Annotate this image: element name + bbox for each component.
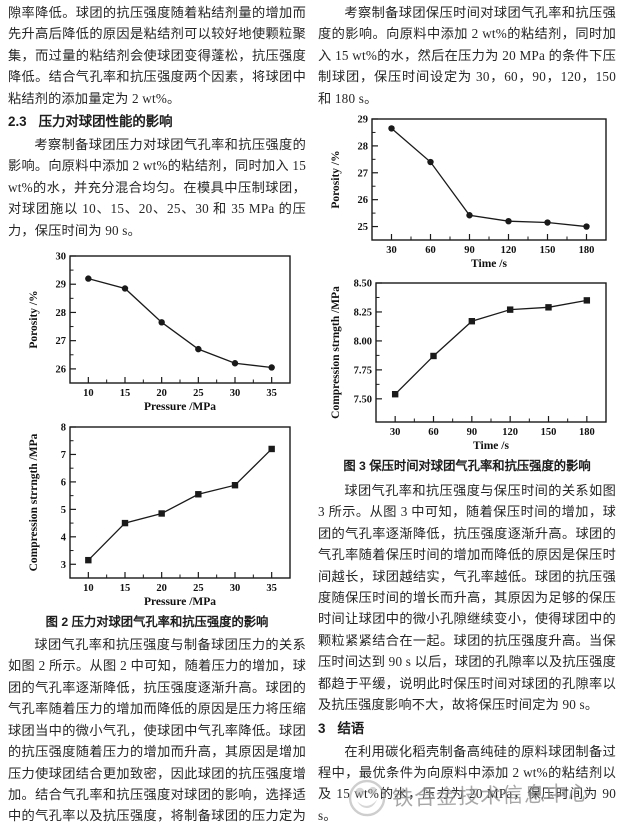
svg-text:25: 25 — [193, 388, 204, 399]
section-title: 压力对球团性能的影响 — [38, 114, 173, 130]
svg-text:26: 26 — [56, 364, 67, 375]
svg-text:90: 90 — [467, 427, 478, 438]
section-heading-2-3: 2.3 压力对球团性能的影响 — [8, 111, 306, 132]
svg-text:150: 150 — [541, 427, 557, 438]
svg-text:15: 15 — [120, 583, 131, 594]
svg-text:15: 15 — [120, 388, 131, 399]
svg-text:60: 60 — [428, 427, 439, 438]
svg-text:Pressure /MPa: Pressure /MPa — [144, 596, 216, 608]
svg-text:25: 25 — [358, 222, 369, 233]
svg-text:8.25: 8.25 — [354, 307, 372, 318]
paragraph-figure3-discussion: 球团气孔率和抗压强度与保压时间的关系如图 3 所示。从图 3 中可知，随着保压时… — [318, 483, 616, 713]
svg-text:30: 30 — [56, 252, 67, 263]
svg-text:5: 5 — [61, 505, 66, 516]
svg-text:Compression strrngth /MPa: Compression strrngth /MPa — [28, 433, 40, 571]
paragraph-pressure-method: 考察制备球团压力对球团气孔率和抗压强度的影响。向原料中添加 2 wt%的粘结剂，… — [8, 137, 306, 238]
svg-text:120: 120 — [501, 245, 517, 256]
svg-text:90: 90 — [464, 245, 475, 256]
figure-2b-strength-vs-pressure-chart: 10 15 20 25 30 35 3 4 5 6 7 8 Pressure /MPa Compressi… — [26, 420, 306, 610]
figure-2a-porosity-vs-pressure-chart: 10 15 20 25 30 35 26 27 28 29 30 Pressure /MPa Poros… — [26, 249, 306, 415]
svg-text:26: 26 — [358, 195, 369, 206]
svg-text:29: 29 — [56, 280, 67, 291]
svg-text:180: 180 — [579, 245, 595, 256]
svg-text:30: 30 — [386, 245, 397, 256]
svg-text:7.75: 7.75 — [354, 365, 372, 376]
svg-text:28: 28 — [56, 308, 67, 319]
svg-text:Compression strngth /MPa: Compression strngth /MPa — [330, 286, 342, 419]
svg-text:4: 4 — [61, 532, 67, 543]
paragraph-binder-conclusion: 隙率降低。球团的抗压强度随着粘结剂量的增加而先升高后降低的原因是粘结剂可以较好地… — [8, 5, 306, 106]
svg-text:Porosity /%: Porosity /% — [330, 150, 342, 208]
svg-text:30: 30 — [230, 583, 241, 594]
svg-text:30: 30 — [390, 427, 401, 438]
section-heading-3-conclusion: 3 结语 — [318, 718, 616, 739]
svg-text:Pressure /MPa: Pressure /MPa — [144, 401, 216, 413]
svg-text:7: 7 — [61, 450, 66, 461]
svg-text:27: 27 — [358, 168, 369, 179]
figure-2-caption: 图 2 压力对球团气孔率和抗压强度的影响 — [45, 615, 269, 630]
svg-text:120: 120 — [502, 427, 518, 438]
svg-text:30: 30 — [230, 388, 241, 399]
svg-text:10: 10 — [83, 583, 94, 594]
svg-text:150: 150 — [540, 245, 556, 256]
svg-text:10: 10 — [83, 388, 94, 399]
section-number: 2.3 — [8, 114, 27, 130]
svg-text:6: 6 — [61, 477, 66, 488]
svg-text:35: 35 — [266, 388, 277, 399]
svg-text:8.00: 8.00 — [354, 336, 372, 347]
svg-text:35: 35 — [266, 583, 277, 594]
paragraph-figure2-discussion: 球团气孔率和抗压强度与制备球团压力的关系如图 2 所示。从图 2 中可知，随着压… — [8, 637, 306, 822]
svg-text:20: 20 — [156, 583, 167, 594]
figure-3b-strength-vs-time-chart: 30 60 90 120 150 180 7.50 7.75 8.00 8.25 8.50 Time … — [328, 276, 616, 454]
svg-text:7.50: 7.50 — [354, 394, 372, 405]
svg-text:8.50: 8.50 — [354, 279, 372, 290]
svg-text:180: 180 — [579, 427, 595, 438]
section-title: 结语 — [337, 720, 365, 736]
svg-text:Time /s: Time /s — [473, 440, 509, 452]
svg-text:28: 28 — [358, 141, 369, 152]
svg-text:29: 29 — [358, 115, 369, 126]
svg-text:Porosity /%: Porosity /% — [28, 290, 40, 348]
figure-3a-porosity-vs-time-chart: 30 60 90 120 150 180 25 26 27 28 29 Time /s Porosity… — [328, 112, 616, 272]
left-column: 隙率降低。球团的抗压强度随着粘结剂量的增加而先升高后降低的原因是粘结剂可以较好地… — [8, 2, 306, 822]
figure-3-caption: 图 3 保压时间对球团气孔率和抗压强度的影响 — [343, 459, 591, 474]
svg-text:3: 3 — [61, 560, 66, 571]
svg-text:Time /s: Time /s — [471, 258, 507, 270]
svg-text:8: 8 — [61, 423, 66, 434]
section-number: 3 — [318, 720, 326, 736]
paragraph-conclusion: 在利用碳化稻壳制备高纯硅的原料球团制备过程中，最优条件为向原料中添加 2 wt%… — [318, 743, 616, 822]
svg-text:60: 60 — [425, 245, 436, 256]
right-column: 考察制备球团保压时间对球团气孔率和抗压强度的影响。向原料中添加 2 wt%的粘结… — [318, 2, 616, 822]
svg-text:20: 20 — [156, 388, 167, 399]
svg-text:27: 27 — [56, 336, 67, 347]
svg-text:25: 25 — [193, 583, 204, 594]
paragraph-holding-time-method: 考察制备球团保压时间对球团气孔率和抗压强度的影响。向原料中添加 2 wt%的粘结… — [318, 5, 616, 106]
